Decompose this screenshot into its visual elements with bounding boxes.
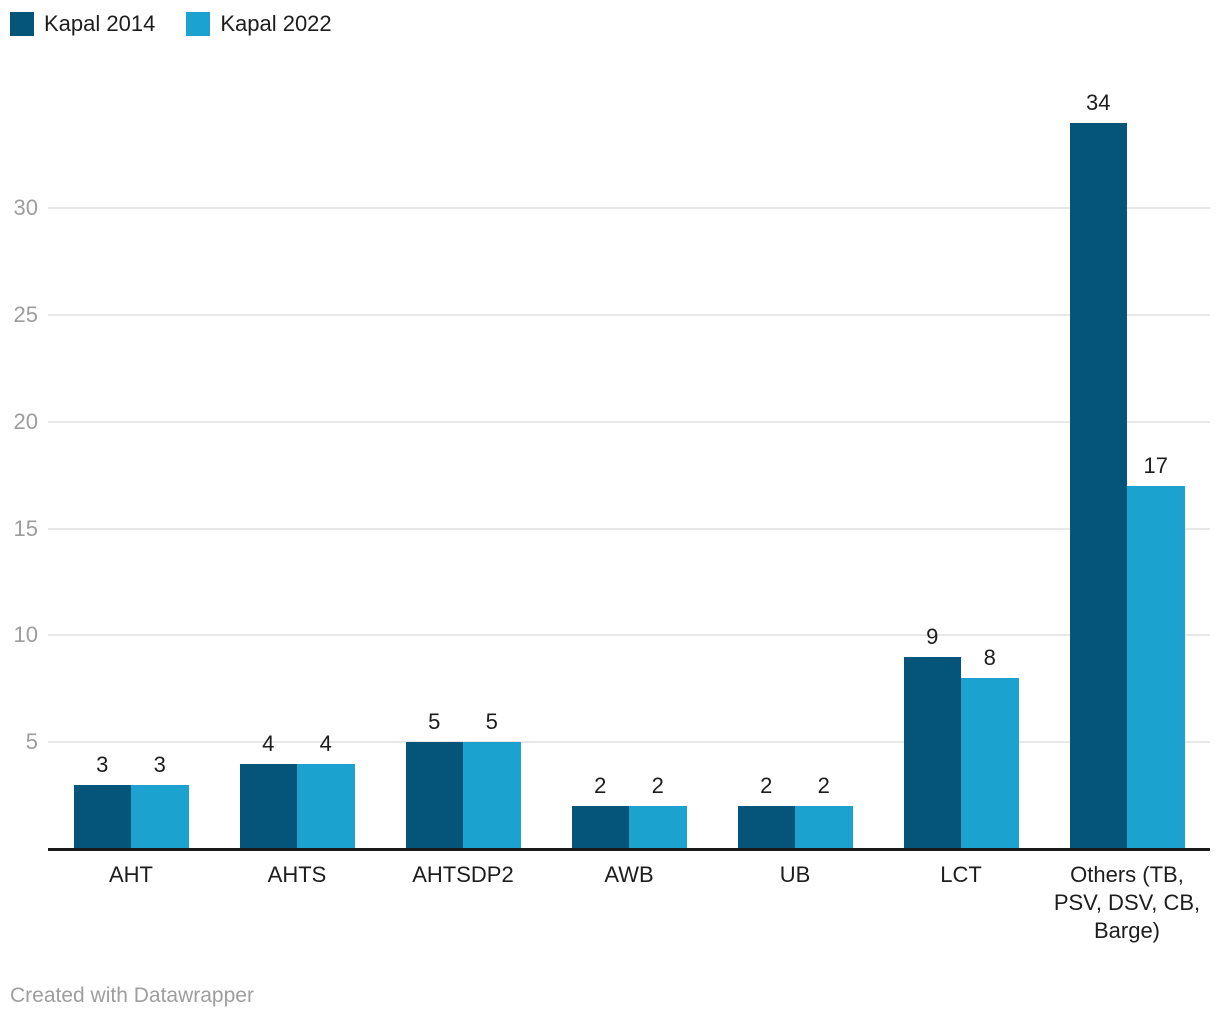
legend-swatch-icon (10, 12, 34, 36)
x-axis-label-aht: AHT (109, 862, 153, 887)
bar-kapal-2014-ahtsdp2[interactable] (405, 742, 463, 849)
value-label-kapal-2014-lct: 9 (926, 623, 939, 649)
value-label-kapal-2014-awb: 2 (594, 773, 607, 799)
bar-kapal-2022-ub[interactable] (795, 806, 853, 849)
bar-kapal-2022-others-tb-psv-dsv-cb-barge[interactable] (1127, 485, 1185, 849)
y-axis-tick-5: 5 (25, 729, 38, 755)
legend: Kapal 2014 Kapal 2022 (10, 12, 363, 36)
gridline-y-20 (48, 420, 1210, 423)
value-label-kapal-2022-ahts: 4 (319, 730, 332, 756)
x-axis-label-others-tb-psv-dsv-cb-barge: Others (TB, PSV, DSV, CB, Barge) (1053, 862, 1201, 943)
legend-item-kapal-2014: Kapal 2014 (10, 12, 155, 36)
y-axis-tick-25: 25 (13, 302, 38, 327)
x-axis-label-ahtsdp2: AHTSDP2 (412, 862, 514, 887)
value-label-kapal-2022-awb: 2 (651, 773, 664, 799)
value-label-kapal-2014-others-tb-psv-dsv-cb-barge: 34 (1086, 89, 1111, 115)
bar-kapal-2014-awb[interactable] (571, 806, 629, 849)
gridline-y-25 (48, 314, 1210, 316)
legend-item-kapal-2022: Kapal 2022 (186, 11, 332, 36)
value-label-kapal-2022-aht: 3 (153, 751, 166, 777)
bar-kapal-2014-aht[interactable] (73, 784, 131, 849)
bar-kapal-2014-others-tb-psv-dsv-cb-barge[interactable] (1069, 122, 1127, 849)
y-axis-tick-30: 30 (13, 195, 38, 221)
legend-label: Kapal 2022 (220, 11, 332, 36)
gridline-y-10 (48, 634, 1210, 637)
value-label-kapal-2014-aht: 3 (96, 751, 109, 777)
value-label-kapal-2014-ahts: 4 (262, 730, 275, 756)
gridline-y-15 (48, 527, 1210, 530)
bar-kapal-2022-ahts[interactable] (297, 763, 355, 849)
x-axis-line (48, 848, 1210, 851)
bar-kapal-2014-lct[interactable] (903, 656, 961, 849)
value-label-kapal-2014-ub: 2 (760, 773, 773, 799)
y-axis-tick-20: 20 (13, 408, 38, 434)
value-label-kapal-2014-ahtsdp2: 5 (428, 709, 441, 735)
bar-kapal-2014-ub[interactable] (737, 806, 795, 849)
y-axis-tick-15: 15 (13, 515, 38, 541)
legend-swatch-icon (186, 12, 211, 36)
x-axis-label-lct: LCT (940, 862, 982, 887)
value-label-kapal-2022-ahtsdp2: 5 (485, 709, 498, 735)
bar-kapal-2014-ahts[interactable] (239, 763, 297, 849)
bar-kapal-2022-ahtsdp2[interactable] (463, 742, 521, 849)
value-label-kapal-2022-lct: 8 (983, 645, 996, 671)
value-label-kapal-2022-others-tb-psv-dsv-cb-barge: 17 (1143, 452, 1168, 478)
x-axis-label-ahts: AHTS (267, 862, 327, 887)
bar-kapal-2022-aht[interactable] (131, 784, 189, 849)
y-axis-tick-10: 10 (13, 622, 38, 648)
value-label-kapal-2022-ub: 2 (817, 773, 830, 799)
bar-kapal-2022-awb[interactable] (629, 806, 687, 849)
x-axis-label-ub: UB (779, 862, 811, 887)
gridline-y-5 (48, 741, 1210, 744)
x-axis-label-awb: AWB (604, 862, 654, 887)
legend-label: Kapal 2014 (44, 11, 156, 36)
datawrapper-credit-link[interactable]: Created with Datawrapper (10, 984, 254, 1007)
gridline-y-30 (48, 207, 1210, 210)
bar-kapal-2022-lct[interactable] (961, 678, 1019, 849)
